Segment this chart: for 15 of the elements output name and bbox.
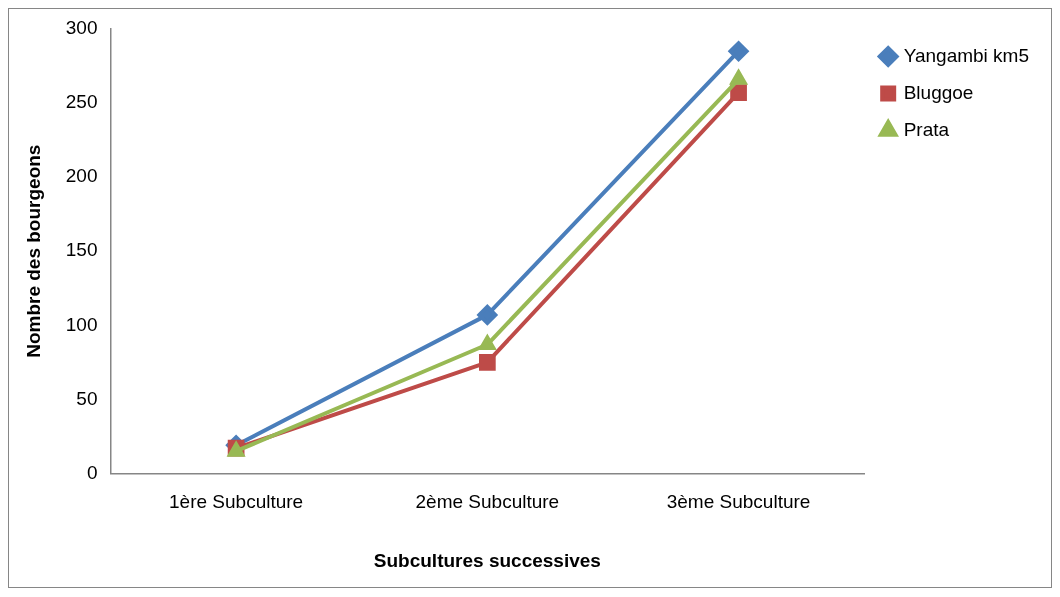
x-tick-label: 2ème Subculture [415, 491, 560, 513]
y-tick-label: 250 [65, 91, 98, 113]
y-tick-label: 150 [65, 239, 98, 261]
legend-label: Prata [903, 118, 950, 140]
legend-label: Yangambi km5 [903, 44, 1030, 66]
y-tick-label: 300 [65, 17, 98, 39]
y-axis-title: Nombre des bourgeons [22, 144, 44, 358]
legend-label: Bluggoe [903, 81, 974, 103]
x-tick-label: 1ère Subculture [169, 491, 304, 513]
x-tick-label: 3ème Subculture [666, 491, 811, 513]
x-axis-title: Subcultures successives [373, 549, 601, 571]
y-tick-label: 50 [76, 387, 98, 409]
y-tick-label: 100 [65, 313, 98, 335]
y-tick-label: 200 [65, 165, 98, 187]
y-tick-label: 0 [86, 461, 98, 483]
